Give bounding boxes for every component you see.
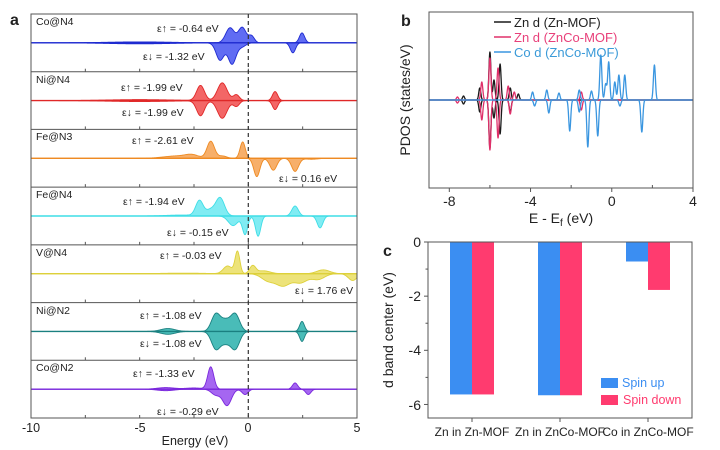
x-tick-label: 5 [354, 421, 361, 435]
panel-b: b PDOS (states/eV) -8 -4 0 4 E - Ef (eV)… [397, 11, 697, 229]
legend: Spin up Spin down [601, 376, 681, 407]
pdos-spin-down-line [429, 99, 693, 149]
pdos-spin-down-line [429, 99, 693, 148]
subplot-label: Co@N2 [36, 362, 74, 374]
legend-label-spin-down: Spin down [623, 393, 681, 407]
eps-up-annotation: ε↑ = -0.64 eV [157, 23, 219, 35]
x-axis-label-main: E - E [529, 210, 560, 226]
eps-down-annotation: ε↓ = -1.32 eV [143, 51, 205, 63]
y-tick-label: -4 [409, 342, 422, 358]
pdos-spin-down-line [429, 99, 693, 151]
panel-letter-a: a [10, 12, 19, 29]
legend-label-zn-d-znco-mof: Zn d (ZnCo-MOF) [514, 30, 617, 45]
dos-spin-up-area [31, 82, 357, 102]
pdos-spin-up-line [429, 54, 693, 101]
y-axis-label: d band center (eV) [380, 272, 396, 388]
panel-c: c 0 -2 -4 -6 d band center (eV) Zn in Zn… [380, 234, 694, 439]
bar-spin-down [648, 242, 670, 290]
bar-spin-up [626, 242, 648, 262]
legend-label-co-d-znco-mof: Co d (ZnCo-MOF) [514, 45, 619, 60]
panel-c-ticks [424, 241, 649, 422]
x-tick-label: -5 [134, 421, 145, 435]
x-tick-label: -10 [22, 421, 40, 435]
panel-a-frame-border [30, 13, 358, 419]
y-tick-label: -2 [409, 288, 422, 304]
x-tick-label: 0 [608, 193, 616, 209]
eps-up-annotation: ε↑ = -2.61 eV [132, 135, 194, 147]
eps-up-annotation: ε↑ = -1.94 eV [123, 196, 185, 208]
x-tick-label: 0 [245, 421, 252, 435]
x-axis-label: Energy (eV) [162, 434, 229, 448]
subplot-label: Co@N4 [36, 16, 74, 28]
panel-b-frame [428, 11, 694, 189]
panel-a-frame [30, 13, 358, 419]
eps-down-annotation: ε↓ = 0.16 eV [279, 173, 337, 185]
legend-swatch-spin-up [601, 378, 618, 388]
subplot-label: V@N4 [36, 247, 67, 259]
legend: Zn d (Zn-MOF) Zn d (ZnCo-MOF) Co d (ZnCo… [494, 15, 619, 60]
x-tick-label: -4 [524, 193, 537, 209]
eps-down-annotation: ε↓ = -1.99 eV [122, 107, 184, 119]
panel-b-ticks [448, 185, 694, 192]
x-axis-label: E - Ef (eV) [529, 210, 593, 229]
category-label: Zn in Zn-MOF [435, 425, 510, 439]
eps-up-annotation: ε↑ = -1.08 eV [140, 310, 202, 322]
y-axis-label: PDOS (states/eV) [397, 44, 413, 155]
dos-spin-up-area [31, 140, 357, 159]
subplot-label: Fe@N4 [36, 189, 72, 201]
y-tick-label: 0 [413, 234, 421, 250]
pdos-curves [429, 51, 693, 151]
panel-letter-b: b [401, 13, 411, 30]
legend-swatch-spin-down [601, 395, 618, 405]
subplot-label: Ni@N4 [36, 74, 70, 86]
legend-label-spin-up: Spin up [622, 376, 664, 390]
bars [450, 242, 670, 396]
eps-down-annotation: ε↓ = -0.15 eV [167, 227, 229, 239]
category-label: Co in ZnCo-MOF [602, 425, 693, 439]
legend-label-zn-d-zn-mof: Zn d (Zn-MOF) [514, 15, 601, 30]
eps-down-annotation: ε↓ = 1.76 eV [295, 285, 353, 297]
eps-up-annotation: ε↑ = -1.99 eV [121, 82, 183, 94]
dos-spin-down-area [31, 100, 357, 119]
x-tick-label: -8 [443, 193, 456, 209]
eps-up-annotation: ε↑ = -0.03 eV [160, 250, 222, 262]
eps-down-annotation: ε↓ = -1.08 eV [140, 338, 202, 350]
panel-letter-c: c [383, 243, 392, 260]
bar-spin-up [450, 242, 472, 395]
x-axis-label-tail: (eV) [563, 210, 593, 226]
x-axis-label-subscript: f [560, 218, 563, 229]
x-tick-label: 4 [689, 193, 697, 209]
dos-curves [31, 26, 357, 407]
bar-spin-down [560, 242, 582, 396]
dos-spin-down-area [31, 388, 357, 407]
bar-spin-up [538, 242, 560, 396]
category-label: Zn in ZnCo-MOF [515, 425, 605, 439]
eps-up-annotation: ε↑ = -1.33 eV [133, 368, 195, 380]
eps-down-annotation: ε↓ = -0.29 eV [157, 406, 219, 418]
bar-spin-down [472, 242, 494, 395]
y-tick-label: -6 [409, 397, 422, 413]
subplot-label: Fe@N3 [36, 131, 72, 143]
subplot-label: Ni@N2 [36, 305, 70, 317]
dos-spin-up-area [31, 196, 357, 217]
panel-a: a Co@N4 Ni@N4 Fe@N3 Fe@N4 V@N4 Ni@N2 Co@… [10, 12, 361, 448]
